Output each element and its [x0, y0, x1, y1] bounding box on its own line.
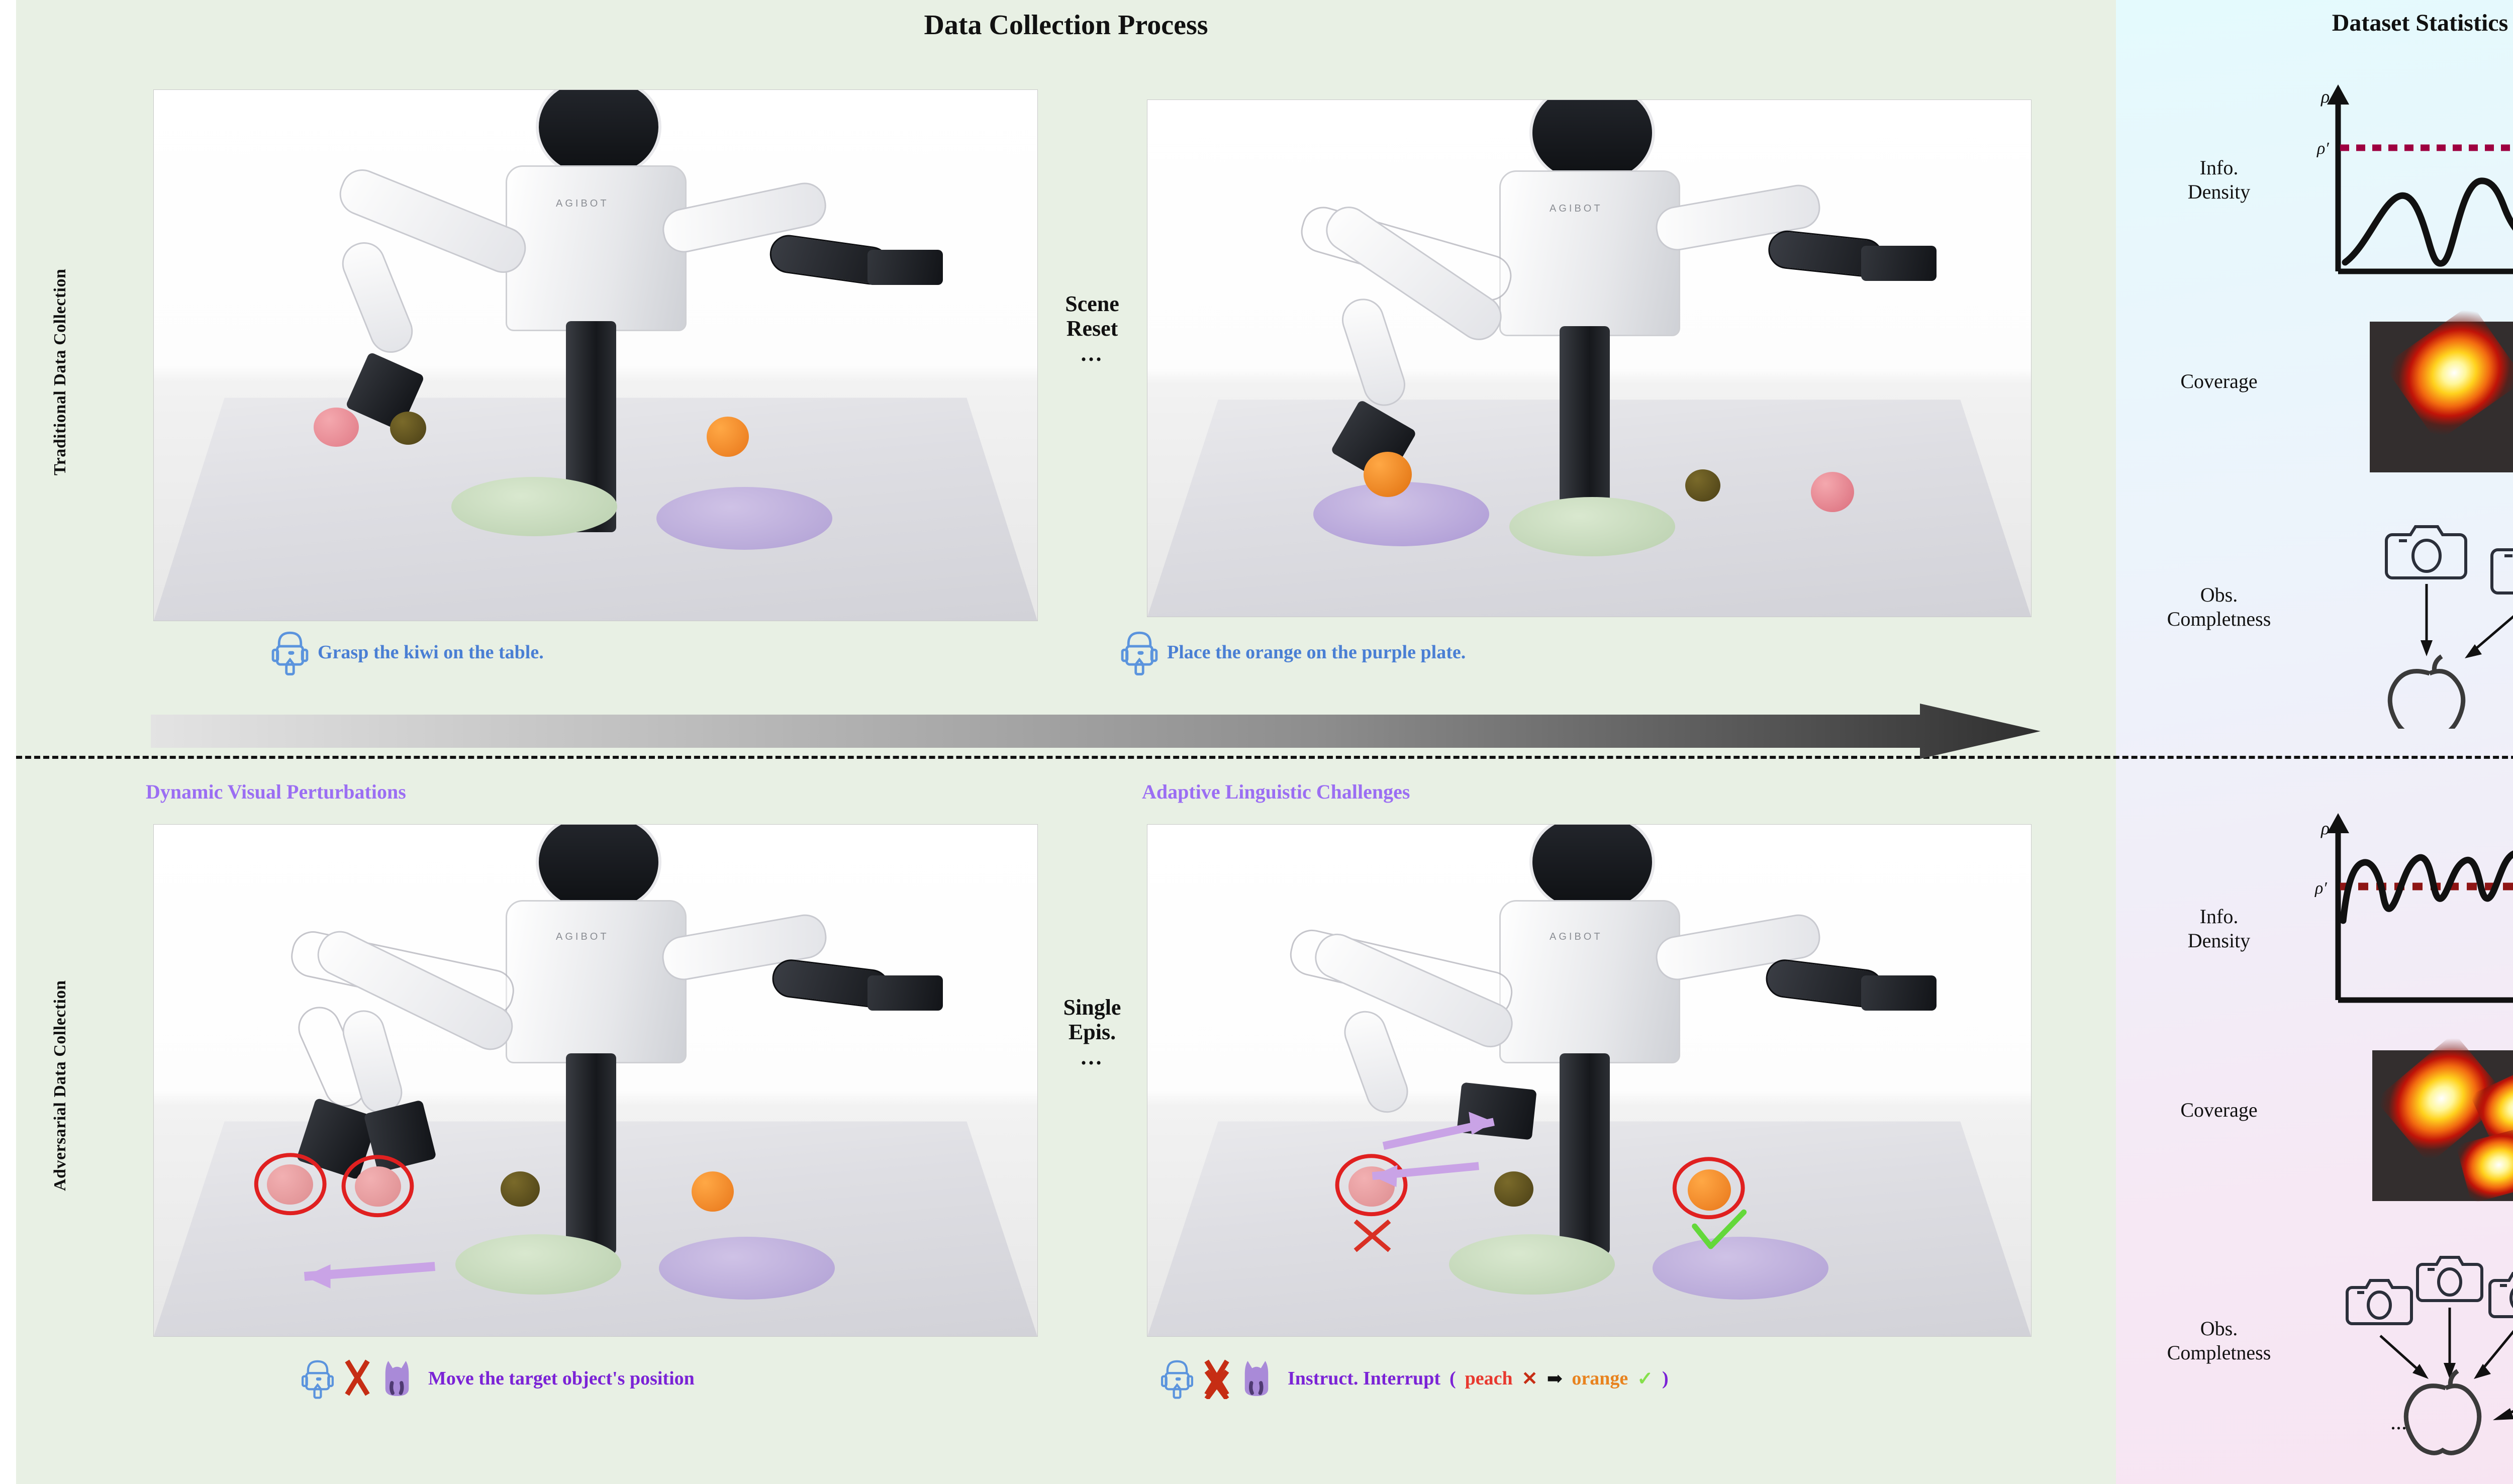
- perturbation-annotations: [254, 1153, 436, 1289]
- devil-icon: [385, 1361, 409, 1396]
- obs-ellipsis: ...: [2390, 1410, 2407, 1434]
- arrow-line: [2472, 615, 2513, 652]
- vr-user-icon: [1121, 631, 1158, 675]
- caption-text-peach: peach: [1465, 1368, 1513, 1389]
- caption-traditional-right: Place the orange on the purple plate.: [1121, 629, 1466, 675]
- connector-line-1: Scene: [1065, 291, 1119, 316]
- caption-traditional-left: Grasp the kiwi on the table.: [271, 629, 544, 675]
- connector-line-2: Epis.: [1068, 1020, 1116, 1045]
- axis-label-rho: ρ: [2321, 86, 2330, 107]
- connector-line-2: Reset: [1066, 316, 1118, 341]
- header-dynamic-visual-perturbations: Dynamic Visual Perturbations: [146, 780, 406, 803]
- coverage-heatmap-adversarial: [2372, 1033, 2513, 1204]
- paren-open: (: [1449, 1368, 1456, 1389]
- caption-text-grasp-kiwi: Grasp the kiwi on the table.: [318, 642, 544, 663]
- connector-line-1: Single: [1063, 995, 1121, 1020]
- cross-swords-icon: [345, 1359, 370, 1396]
- dataset-statistics-panel: [2116, 0, 2513, 1484]
- obs-line-2: Completness: [2167, 608, 2271, 630]
- caption-text-place-orange: Place the orange on the purple plate.: [1167, 642, 1466, 663]
- stat-label-coverage-top: Coverage: [2180, 370, 2258, 392]
- check-mark-icon: ✓: [1637, 1368, 1654, 1390]
- scene-image-adversarial-instruction: AGIBOT: [1147, 824, 2032, 1337]
- info-density-line-2: Density: [2187, 180, 2251, 203]
- scene-image-adversarial-perturbation: AGIBOT: [153, 824, 1038, 1337]
- arrow-right-icon: ➡: [1547, 1368, 1563, 1390]
- header-adaptive-linguistic-challenges: Adaptive Linguistic Challenges: [1142, 780, 1410, 803]
- apple-icon: [2387, 654, 2466, 729]
- caption-text-move-target: Move the target object's position: [428, 1368, 695, 1389]
- camera-icon: [2488, 1272, 2513, 1318]
- obs-line-1: Obs.: [2200, 1317, 2238, 1340]
- info-density-line-1: Info.: [2199, 156, 2239, 179]
- scene-image-traditional-grasp: AGIBOT: [153, 89, 1038, 621]
- camera-icon: [2416, 1256, 2483, 1302]
- info-density-line-2: Density: [2187, 929, 2251, 952]
- paren-close: ): [1662, 1368, 1669, 1389]
- process-flow-arrow: [151, 704, 2041, 759]
- connector-scene-reset: Scene Reset ...: [1039, 291, 1145, 366]
- vr-user-icon: [302, 1360, 334, 1399]
- stat-label-coverage-bottom: Coverage: [2180, 1099, 2258, 1121]
- obs-completeness-diagram-adversarial: ...: [2346, 1256, 2513, 1455]
- row-label-adversarial-data-collection: Adversarial Data Collection: [51, 980, 69, 1191]
- vr-user-icon: [271, 631, 309, 675]
- caption-adversarial-left: Move the target object's position: [302, 1357, 695, 1400]
- connector-single-episode: Single Epis. ...: [1039, 995, 1145, 1069]
- column-title-data-collection-process: Data Collection Process: [924, 10, 1208, 41]
- devil-icon: [1244, 1361, 1269, 1396]
- camera-icon: [2346, 1279, 2413, 1325]
- chart-info-density-traditional: ρ ρ′ t: [2316, 84, 2513, 274]
- info-density-line-1: Info.: [2199, 905, 2239, 928]
- caption-text-orange: orange: [1572, 1368, 1628, 1389]
- cross-mark-icon: ✕: [1521, 1368, 1538, 1390]
- vr-user-icon: [1161, 1360, 1193, 1399]
- axis-label-rho: ρ: [2321, 818, 2330, 838]
- stat-label-info-density-bottom: Info. Density: [2136, 905, 2302, 953]
- arrow-line: [2481, 1330, 2513, 1371]
- chart-info-density-adversarial: ρ ρ′ t: [2314, 813, 2513, 1003]
- connector-dots: ...: [1081, 1044, 1104, 1069]
- connector-dots: ...: [1081, 341, 1104, 366]
- row-divider: [16, 756, 2513, 759]
- arrow-line: [2379, 1335, 2421, 1372]
- camera-icon: [2385, 525, 2467, 579]
- camera-icon: [2490, 548, 2513, 595]
- column-title-dataset-statistics: Dataset Statistics: [2332, 10, 2508, 36]
- stat-label-obs-completeness-top: Obs. Completness: [2136, 583, 2302, 631]
- stat-label-info-density-top: Info. Density: [2136, 156, 2302, 204]
- axis-label-rho-prime: ρ′: [2316, 139, 2329, 158]
- coverage-heatmap-traditional: [2370, 304, 2513, 472]
- density-curve: [2340, 850, 2513, 924]
- axis-label-rho-prime: ρ′: [2314, 879, 2327, 898]
- obs-line-1: Obs.: [2200, 583, 2238, 606]
- stat-label-obs-completeness-bottom: Obs. Completness: [2136, 1317, 2302, 1365]
- caption-text-instruct-interrupt: Instruct. Interrupt: [1288, 1368, 1440, 1389]
- caption-adversarial-right: Instruct. Interrupt ( peach ✕ ➡ orange ✓…: [1161, 1357, 1669, 1400]
- scene-image-traditional-place: AGIBOT: [1147, 100, 2032, 617]
- obs-line-2: Completness: [2167, 1341, 2271, 1364]
- cross-swords-icon: [1204, 1359, 1229, 1399]
- instruction-annotations: [1335, 1112, 1747, 1252]
- row-label-traditional-data-collection: Traditional Data Collection: [51, 268, 69, 475]
- obs-completeness-diagram-traditional: [2385, 525, 2513, 729]
- apple-icon: [2403, 1369, 2482, 1455]
- density-curve: [2342, 177, 2513, 267]
